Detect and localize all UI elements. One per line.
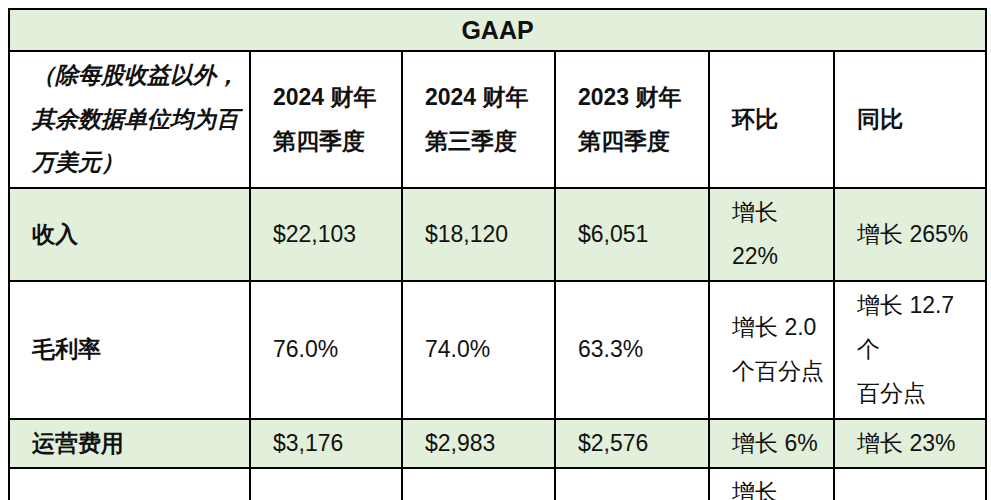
column-header-fy2024-q3: 2024 财年 第三季度 <box>402 51 555 188</box>
table-cell: $6,051 <box>555 188 709 281</box>
table-title-row: GAAP <box>9 9 986 51</box>
gaap-results-table: GAAP （除每股收益以外， 其余数据单位均为百 万美元） 2024 财年 第四… <box>8 8 987 500</box>
row-label: 毛利率 <box>9 281 250 418</box>
table-cell: $2,983 <box>402 419 555 469</box>
column-header-qoq: 环比 <box>709 51 834 188</box>
row-label: 运营费用 <box>9 419 250 469</box>
table-row-revenue: 收入 $22,103 $18,120 $6,051 增长 22% 增长 265% <box>9 188 986 281</box>
table-cell: $18,120 <box>402 188 555 281</box>
table-title: GAAP <box>9 9 986 51</box>
unit-note: （除每股收益以外， 其余数据单位均为百 万美元） <box>9 51 250 188</box>
column-header-yoy: 同比 <box>834 51 986 188</box>
table-cell: 增长 22% <box>709 188 834 281</box>
table-cell: 增长 31% <box>709 468 834 500</box>
column-header-fy2024-q4: 2024 财年 第四季度 <box>250 51 402 188</box>
row-label: 收入 <box>9 188 250 281</box>
table-cell: 增长 265% <box>834 188 986 281</box>
table-row-operating-expenses: 运营费用 $3,176 $2,983 $2,576 增长 6% 增长 23% <box>9 419 986 469</box>
table-row-operating-income: 营业收入 $13,615 $10,417 $1,257 增长 31% 增长 98… <box>9 468 986 500</box>
table-cell: $10,417 <box>402 468 555 500</box>
table-cell: 63.3% <box>555 281 709 418</box>
table-cell: 74.0% <box>402 281 555 418</box>
column-header-row: （除每股收益以外， 其余数据单位均为百 万美元） 2024 财年 第四季度 20… <box>9 51 986 188</box>
table-cell: $3,176 <box>250 419 402 469</box>
table-cell: 增长 6% <box>709 419 834 469</box>
table-cell: 增长 2.0 个百分点 <box>709 281 834 418</box>
table-cell: 增长 983% <box>834 468 986 500</box>
table-cell: $22,103 <box>250 188 402 281</box>
row-label: 营业收入 <box>9 468 250 500</box>
table-cell: 增长 23% <box>834 419 986 469</box>
table-row-gross-margin: 毛利率 76.0% 74.0% 63.3% 增长 2.0 个百分点 增长 12.… <box>9 281 986 418</box>
table-cell: $1,257 <box>555 468 709 500</box>
table-cell: $13,615 <box>250 468 402 500</box>
column-header-fy2023-q4: 2023 财年 第四季度 <box>555 51 709 188</box>
table-cell: 76.0% <box>250 281 402 418</box>
table-cell: 增长 12.7 个 百分点 <box>834 281 986 418</box>
table-cell: $2,576 <box>555 419 709 469</box>
